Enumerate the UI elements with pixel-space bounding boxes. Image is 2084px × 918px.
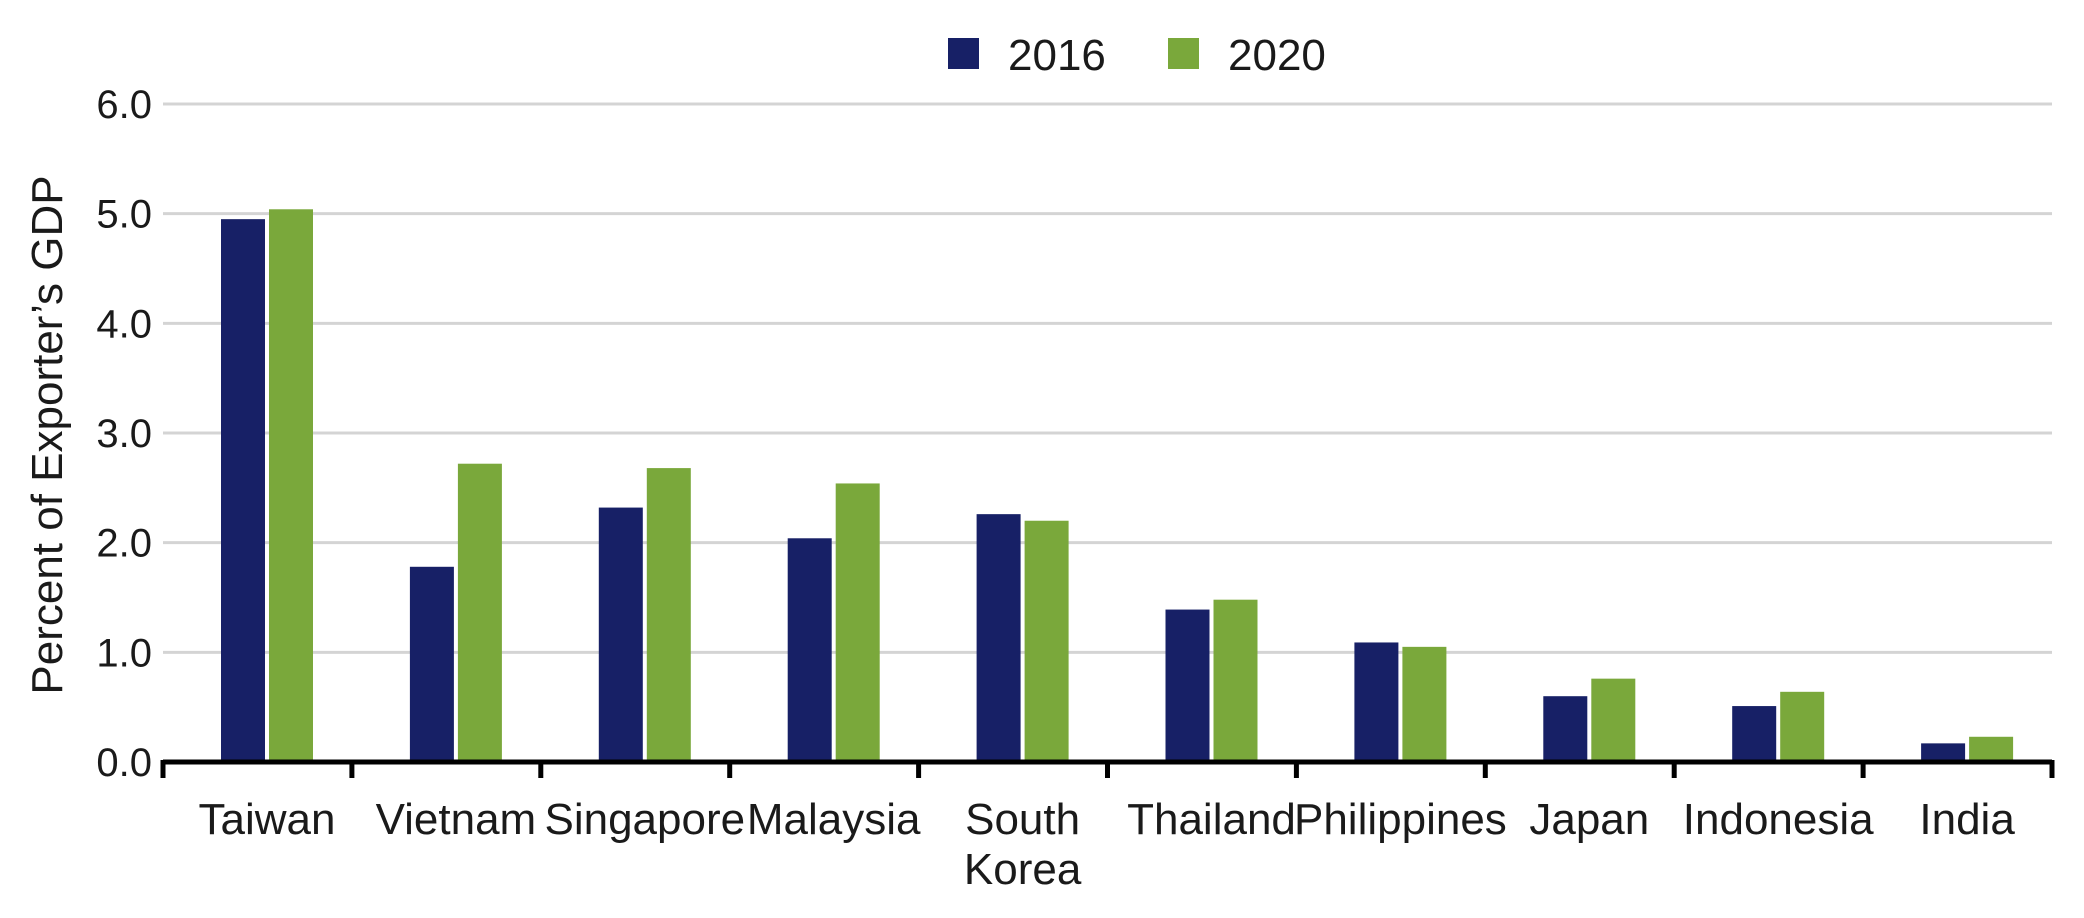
y-tick-label: 6.0 (96, 83, 152, 127)
x-category-label: India (1919, 795, 2015, 844)
x-category-label: Indonesia (1683, 795, 1874, 844)
bar-2020-south-korea (1024, 520, 1069, 762)
x-category-label: Korea (964, 845, 1082, 894)
bar-2020-japan (1591, 678, 1636, 762)
bar-2020-taiwan (269, 209, 313, 762)
x-category-label: Taiwan (199, 795, 336, 844)
x-category-label: Philippines (1294, 795, 1507, 844)
bar-2016-thailand (1165, 609, 1210, 762)
bar-2020-indonesia (1780, 691, 1825, 762)
y-axis-ticks: 0.0 1.0 2.0 3.0 4.0 5.0 6.0 (96, 83, 152, 785)
x-category-label: Thailand (1127, 795, 1296, 844)
bar-2016-india (1921, 743, 1966, 762)
bar-2016-taiwan (221, 219, 265, 762)
legend: 2016 2020 (948, 31, 1326, 80)
x-axis-categories: Taiwan Vietnam Singapore Malaysia SouthKorea… (199, 795, 2016, 894)
y-tick-label: 5.0 (96, 193, 152, 237)
x-category-label: Vietnam (376, 795, 537, 844)
y-axis-title: Percent of Exporter’s GDP (23, 175, 72, 694)
bar-2020-singapore (646, 468, 691, 762)
x-category-label: South (965, 795, 1080, 844)
bar-2020-thailand (1213, 599, 1258, 762)
x-category-label: Japan (1529, 795, 1649, 844)
bars (221, 209, 2014, 762)
bar-2016-singapore (598, 507, 643, 762)
legend-swatch-2020 (1168, 38, 1199, 69)
y-tick-label: 0.0 (96, 741, 152, 785)
x-category-label: Malaysia (747, 795, 921, 844)
bar-2016-malaysia (787, 538, 832, 762)
x-category-label: Singapore (544, 795, 745, 844)
bar-2020-vietnam (457, 463, 502, 762)
bar-2020-malaysia (835, 483, 880, 762)
bar-2016-vietnam (409, 566, 454, 762)
bar-2020-india (1969, 736, 2014, 762)
y-tick-label: 4.0 (96, 302, 152, 346)
bar-2016-japan (1543, 696, 1588, 762)
bar-2016-philippines (1354, 642, 1399, 762)
legend-label-2020: 2020 (1228, 31, 1326, 80)
y-tick-label: 1.0 (96, 631, 152, 675)
y-tick-label: 2.0 (96, 522, 152, 566)
legend-swatch-2016 (948, 38, 979, 69)
y-tick-label: 3.0 (96, 412, 152, 456)
x-axis (160, 759, 2055, 778)
legend-label-2016: 2016 (1008, 31, 1106, 80)
bar-2020-philippines (1402, 646, 1447, 762)
bar-2016-indonesia (1732, 706, 1777, 762)
bar-2016-south-korea (976, 514, 1021, 762)
